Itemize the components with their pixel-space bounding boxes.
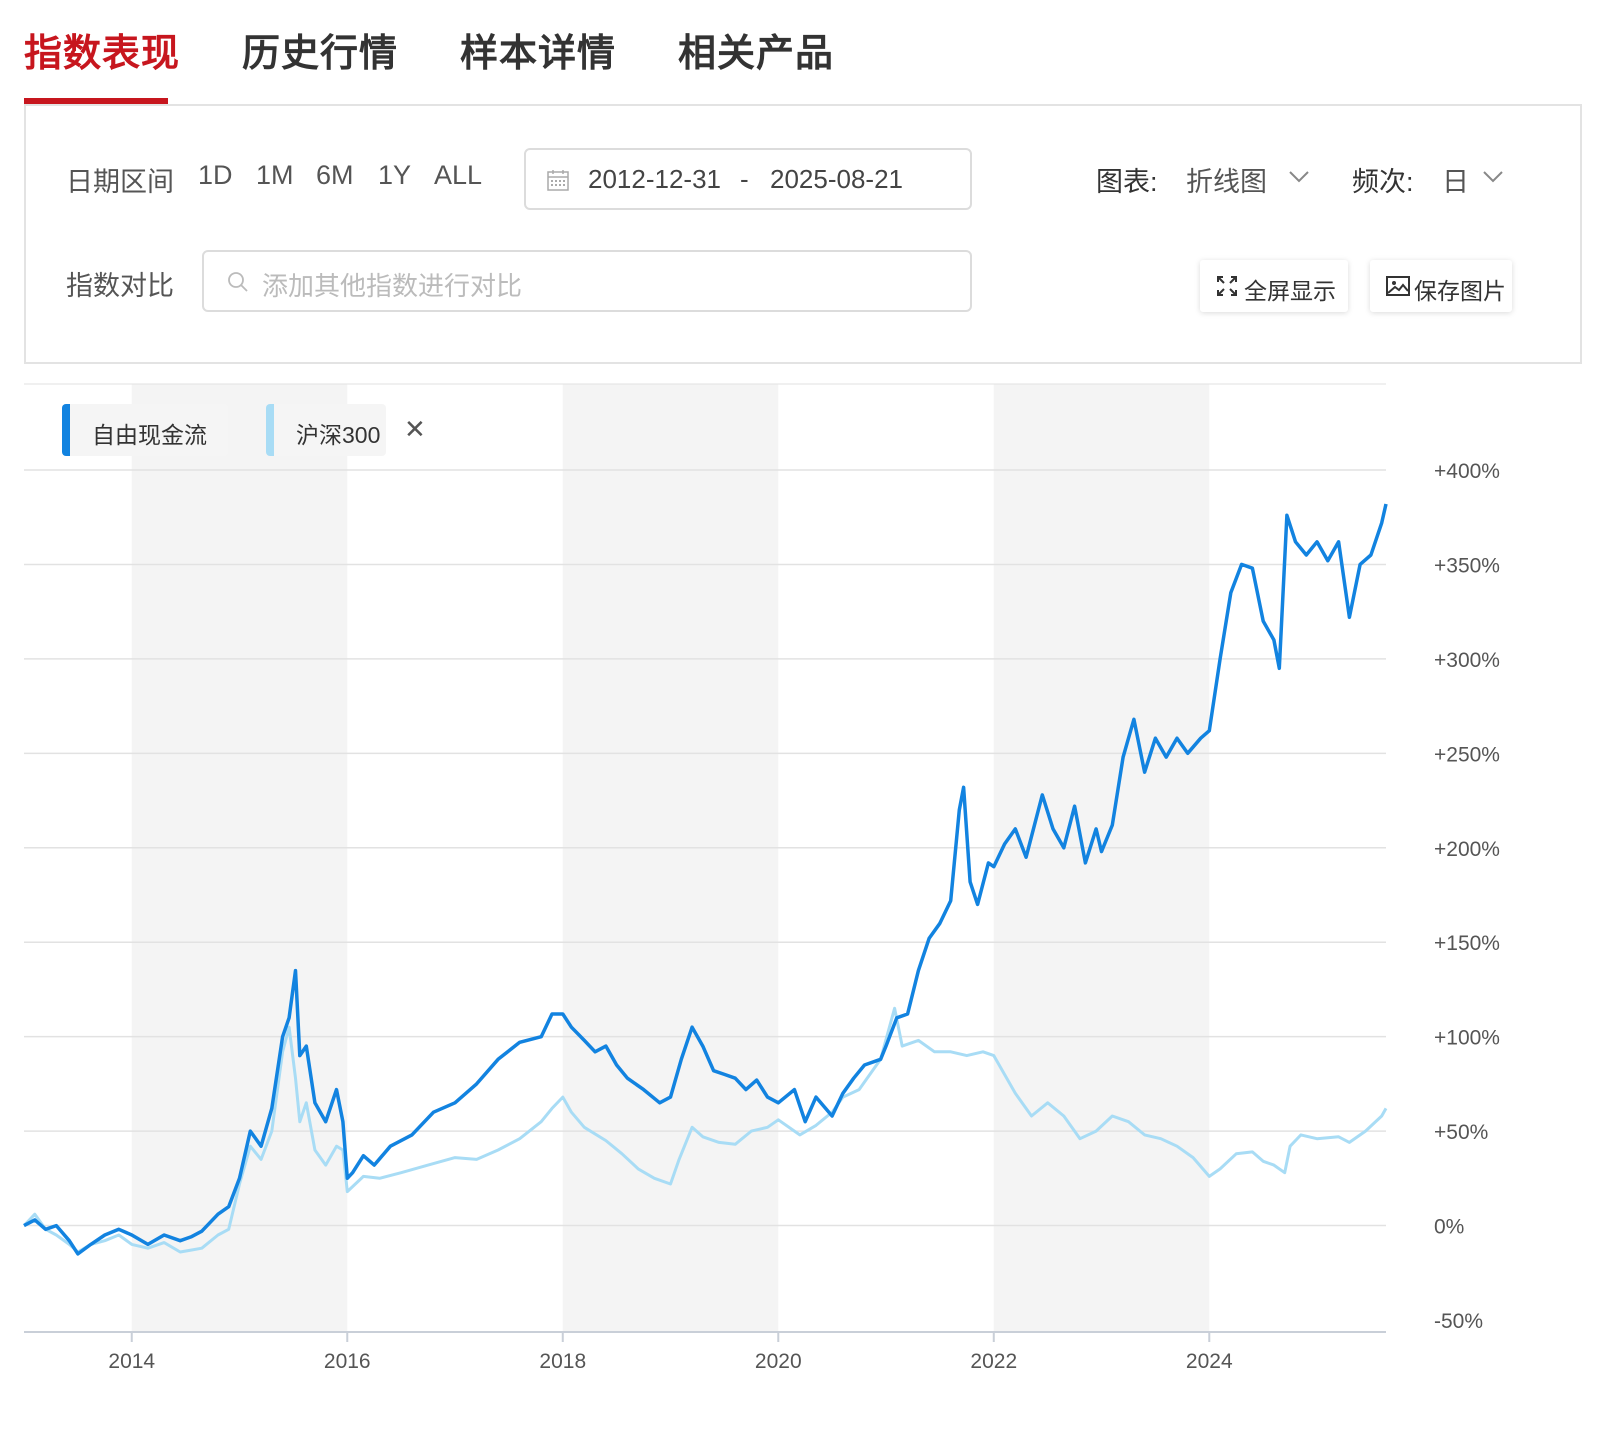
x-tick-label: 2020 <box>755 1350 802 1373</box>
frequency-select[interactable]: 日 <box>1442 167 1469 197</box>
legend-color-swatch <box>266 404 274 456</box>
legend-item-series-1[interactable]: 自由现金流 <box>62 404 228 456</box>
range-all-button[interactable]: ALL <box>434 160 483 190</box>
filter-panel: 日期区间 1D 1M 6M 1Y ALL 2012-12-31 - 2025-0… <box>24 104 1582 364</box>
save-image-label: 保存图片 <box>1414 278 1506 304</box>
range-1y-button[interactable]: 1Y <box>378 160 412 190</box>
x-tick-label: 2018 <box>539 1350 586 1373</box>
image-icon <box>1386 276 1410 296</box>
y-tick-label: +300% <box>1434 649 1500 672</box>
series-line-1 <box>23 503 1388 1256</box>
compare-search-placeholder: 添加其他指数进行对比 <box>262 271 523 301</box>
y-tick-label: -50% <box>1434 1310 1483 1333</box>
performance-line-chart: +400% +350% +300% +250% +200% +150% +100% +50% 0… <box>22 383 1500 1373</box>
range-1m-button[interactable]: 1M <box>256 160 294 190</box>
chevron-down-icon[interactable] <box>1288 170 1310 184</box>
x-tick-label: 2022 <box>970 1350 1017 1373</box>
y-tick-label: +100% <box>1434 1027 1500 1050</box>
y-tick-label: +350% <box>1434 554 1500 577</box>
y-tick-label: 0% <box>1434 1216 1464 1239</box>
tab-bar: 指数表现 历史行情 样本详情 相关产品 <box>24 0 1584 104</box>
date-range-label: 日期区间 <box>66 167 174 197</box>
legend-item-series-2[interactable]: 沪深300 <box>266 404 386 456</box>
chevron-down-icon[interactable] <box>1482 170 1504 184</box>
tab-related-products[interactable]: 相关产品 <box>678 33 835 75</box>
series-line-2 <box>22 1006 1388 1254</box>
chart-type-select[interactable]: 折线图 <box>1186 167 1267 197</box>
legend-label: 沪深300 <box>296 422 381 448</box>
legend-color-swatch <box>62 404 70 456</box>
start-date-input[interactable]: 2012-12-31 <box>588 164 721 194</box>
year-band <box>993 384 1210 1332</box>
legend-label: 自由现金流 <box>92 422 207 448</box>
save-image-button[interactable]: 保存图片 <box>1370 260 1512 312</box>
compare-label: 指数对比 <box>66 271 174 301</box>
y-tick-label: +200% <box>1434 838 1500 861</box>
frequency-label: 频次: <box>1352 167 1414 197</box>
search-icon <box>228 272 248 292</box>
tab-index-performance[interactable]: 指数表现 <box>24 33 181 75</box>
y-tick-label: +400% <box>1434 460 1500 483</box>
fullscreen-icon <box>1217 276 1237 296</box>
fullscreen-label: 全屏显示 <box>1244 278 1336 304</box>
compare-search-input[interactable]: 添加其他指数进行对比 <box>202 250 972 312</box>
active-tab-indicator <box>24 98 168 104</box>
date-range-picker[interactable]: 2012-12-31 - 2025-08-21 <box>524 148 972 210</box>
tab-constituents[interactable]: 样本详情 <box>460 33 617 75</box>
close-icon[interactable]: ✕ <box>404 414 426 444</box>
y-tick-label: +250% <box>1434 743 1500 766</box>
range-6m-button[interactable]: 6M <box>316 160 354 190</box>
x-tick-label: 2016 <box>324 1350 371 1373</box>
fullscreen-button[interactable]: 全屏显示 <box>1200 260 1348 312</box>
tab-history[interactable]: 历史行情 <box>242 33 399 75</box>
x-tick-label: 2014 <box>108 1350 155 1373</box>
year-band <box>562 384 779 1332</box>
y-tick-label: +150% <box>1434 932 1500 955</box>
date-separator: - <box>740 164 749 194</box>
calendar-icon <box>547 170 569 191</box>
chart-type-label: 图表: <box>1096 167 1158 197</box>
x-tick-label: 2024 <box>1186 1350 1233 1373</box>
end-date-input[interactable]: 2025-08-21 <box>770 164 903 194</box>
y-tick-label: +50% <box>1434 1121 1488 1144</box>
range-1d-button[interactable]: 1D <box>198 160 233 190</box>
